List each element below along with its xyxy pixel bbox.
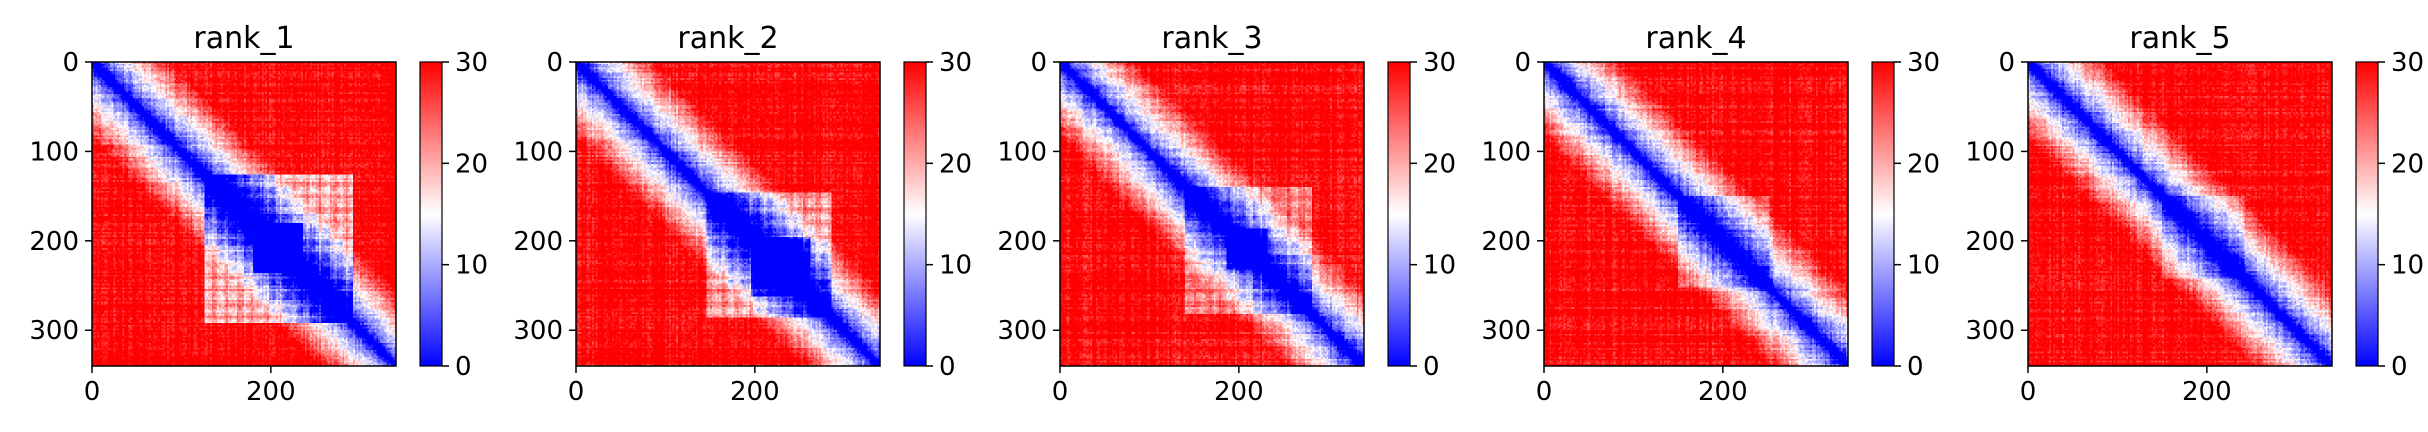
heatmap-image <box>1544 62 1848 366</box>
y-tick-label: 200 <box>1481 227 1531 257</box>
colorbar-tick-label: 0 <box>2391 352 2408 382</box>
colorbar <box>419 61 443 367</box>
colorbar-tick-label: 30 <box>2391 48 2424 78</box>
y-tick-label: 0 <box>1998 48 2015 78</box>
colorbar-tick-label: 10 <box>2391 251 2424 281</box>
y-tick-label: 100 <box>513 137 563 167</box>
colorbar-tick-label: 0 <box>1423 352 1440 382</box>
colorbar-tick-label: 10 <box>939 251 972 281</box>
colorbar-tick-label: 20 <box>2391 149 2424 179</box>
colorbar-tick-label: 0 <box>939 352 956 382</box>
colorbar-tick-label: 10 <box>455 251 488 281</box>
colorbar-tick-label: 30 <box>939 48 972 78</box>
y-tick-label: 0 <box>62 48 79 78</box>
x-tick-label: 0 <box>568 377 585 407</box>
y-tick-label: 200 <box>29 227 79 257</box>
y-tick-label: 0 <box>1030 48 1047 78</box>
x-tick-label: 200 <box>246 377 296 407</box>
heatmap-image <box>1060 62 1364 366</box>
colorbar <box>1387 61 1411 367</box>
colorbar-tick-label: 20 <box>939 149 972 179</box>
x-tick-label: 200 <box>2182 377 2232 407</box>
y-tick-label: 300 <box>1965 316 2015 346</box>
axes-frame <box>1543 61 1849 367</box>
colorbar <box>2355 61 2379 367</box>
y-tick-label: 300 <box>1481 316 1531 346</box>
x-tick-label: 0 <box>1536 377 1553 407</box>
y-tick-label: 200 <box>513 227 563 257</box>
y-tick-label: 200 <box>997 227 1047 257</box>
axes-frame <box>575 61 881 367</box>
axes-frame <box>91 61 397 367</box>
panel-title: rank_3 <box>1161 21 1262 56</box>
y-tick-label: 100 <box>997 137 1047 167</box>
axes-frame <box>1059 61 1365 367</box>
panel-3: rank_3 0 100 200 300 0 200 0 10 20 30 <box>997 21 1456 407</box>
panel-title: rank_2 <box>677 21 778 56</box>
y-tick-label: 300 <box>513 316 563 346</box>
colorbar <box>903 61 927 367</box>
axes-frame <box>2027 61 2333 367</box>
panel-5: rank_5 0 100 200 300 0 200 0 10 20 30 <box>1965 21 2424 407</box>
y-tick-label: 100 <box>29 137 79 167</box>
x-tick-label: 200 <box>1698 377 1748 407</box>
colorbar-tick-label: 20 <box>1907 149 1940 179</box>
y-tick-label: 100 <box>1481 137 1531 167</box>
heatmap-image <box>92 62 396 366</box>
colorbar-tick-label: 30 <box>455 48 488 78</box>
y-tick-label: 300 <box>29 316 79 346</box>
panel-2: rank_2 0 100 200 300 0 200 0 10 20 30 <box>513 21 972 407</box>
colorbar-tick-label: 10 <box>1423 251 1456 281</box>
x-tick-label: 0 <box>84 377 101 407</box>
panel-title: rank_1 <box>193 21 294 56</box>
colorbar <box>1871 61 1895 367</box>
colorbar-tick-label: 20 <box>455 149 488 179</box>
colorbar-tick-label: 30 <box>1423 48 1456 78</box>
panel-title: rank_4 <box>1645 21 1746 56</box>
panel-title: rank_5 <box>2129 21 2230 56</box>
heatmap-image <box>2028 62 2332 366</box>
colorbar-tick-label: 20 <box>1423 149 1456 179</box>
colorbar-tick-label: 0 <box>455 352 472 382</box>
x-tick-label: 0 <box>1052 377 1069 407</box>
x-tick-label: 0 <box>2020 377 2037 407</box>
x-tick-label: 200 <box>1214 377 1264 407</box>
y-tick-label: 200 <box>1965 227 2015 257</box>
y-tick-label: 0 <box>1514 48 1531 78</box>
colorbar-tick-label: 0 <box>1907 352 1924 382</box>
y-tick-label: 300 <box>997 316 1047 346</box>
y-tick-label: 100 <box>1965 137 2015 167</box>
colorbar-tick-label: 10 <box>1907 251 1940 281</box>
x-tick-label: 200 <box>730 377 780 407</box>
y-tick-label: 0 <box>546 48 563 78</box>
heatmap-image <box>576 62 880 366</box>
panel-1: rank_1 0 100 200 300 0 200 0 10 20 30 <box>29 21 488 407</box>
colorbar-tick-label: 30 <box>1907 48 1940 78</box>
panel-4: rank_4 0 100 200 300 0 200 0 10 20 30 <box>1481 21 1940 407</box>
